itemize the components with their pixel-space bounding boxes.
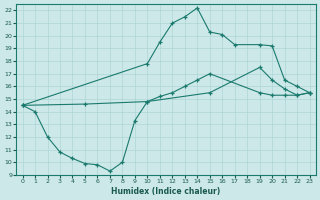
X-axis label: Humidex (Indice chaleur): Humidex (Indice chaleur) [111,187,221,196]
